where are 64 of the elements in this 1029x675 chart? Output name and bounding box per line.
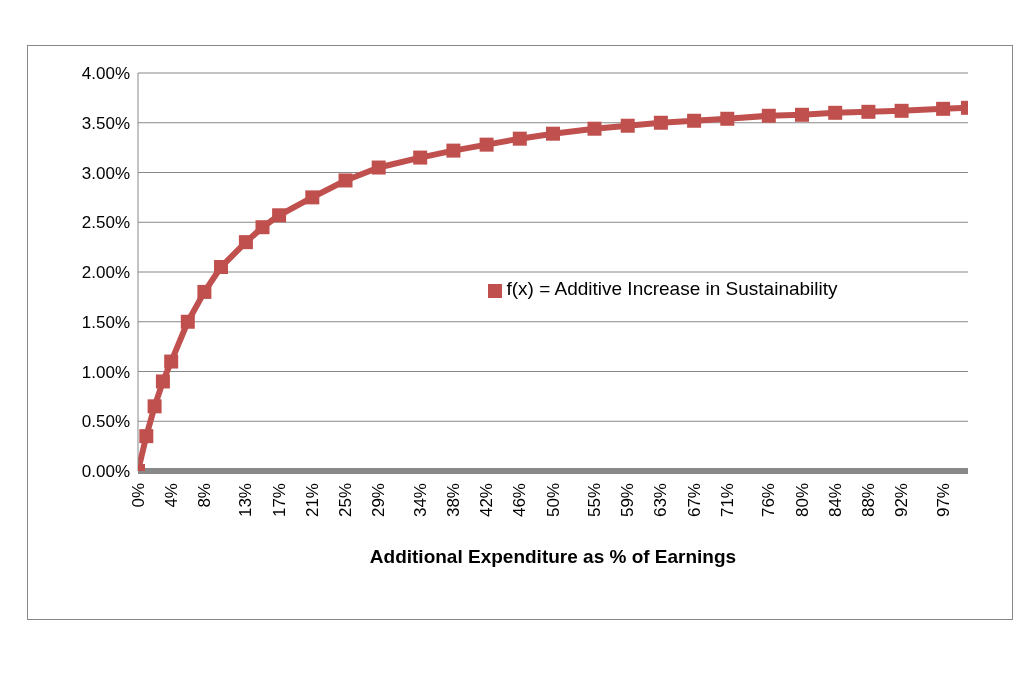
x-tick-label: 55% [585,483,604,518]
x-tick-label: 50% [543,483,563,518]
y-tick-label: 2.50% [81,213,130,233]
x-tick-label: 97% [933,483,953,518]
x-tick-label: 38% [443,483,463,518]
point [936,101,951,116]
point [761,108,776,123]
y-tick-label: 3.50% [81,113,130,133]
x-tick-label: 8% [194,483,214,508]
x-tick-label: 25% [336,483,355,518]
point [238,235,253,250]
x-tick-label: 21% [302,483,322,518]
x-tick-label: 88% [858,483,878,518]
point [139,429,154,444]
x-tick-label: 0% [128,483,148,508]
point [512,131,527,146]
x-tick-label: 76% [759,483,779,518]
point [828,105,843,120]
x-tick-label: 4% [161,483,181,508]
point [479,137,494,152]
point [214,260,228,275]
x-tick-label: 13% [236,483,256,518]
y-tick-label: 1.00% [81,362,130,382]
point [587,121,602,136]
x-tick-label: 63% [651,483,671,518]
y-tick-label: 3.00% [81,163,130,183]
x-tick-label: 42% [477,483,497,518]
point [272,208,287,223]
point [546,126,560,141]
point [653,115,668,130]
point [180,314,195,329]
point [795,107,809,122]
point [255,220,270,235]
x-tick-label: 71% [717,483,737,518]
x-tick-label: 67% [684,483,704,518]
x-tick-label: 34% [410,483,430,518]
x-tick-label: 17% [269,483,289,518]
y-tick-label: 1.50% [81,312,130,332]
x-tick-label: 46% [510,483,530,518]
y-tick-label: 0.00% [81,462,130,482]
x-tick-label: 80% [792,483,812,518]
point [861,104,876,119]
point [147,399,162,414]
point [164,354,179,369]
x-tick-label: 29% [369,483,389,518]
point [620,118,635,133]
y-tick-label: 4.00% [81,64,130,84]
x-axis-title: Additional Expenditure as % of Earnings [369,546,737,567]
x-tick-label: 92% [892,483,912,518]
point [338,173,353,188]
point [305,190,320,205]
point [197,284,212,299]
point [413,150,428,165]
point [446,143,461,158]
x-tick-label: 84% [825,483,845,518]
point [687,113,702,128]
point [720,111,735,126]
point [894,103,909,118]
y-tick-label: 2.00% [81,263,130,283]
point [155,374,170,389]
point [371,160,386,175]
legend-label: f(x) = Additive Increase in Sustainability [506,278,838,299]
y-tick-label: 0.50% [81,412,130,432]
x-tick-label: 59% [618,483,638,518]
